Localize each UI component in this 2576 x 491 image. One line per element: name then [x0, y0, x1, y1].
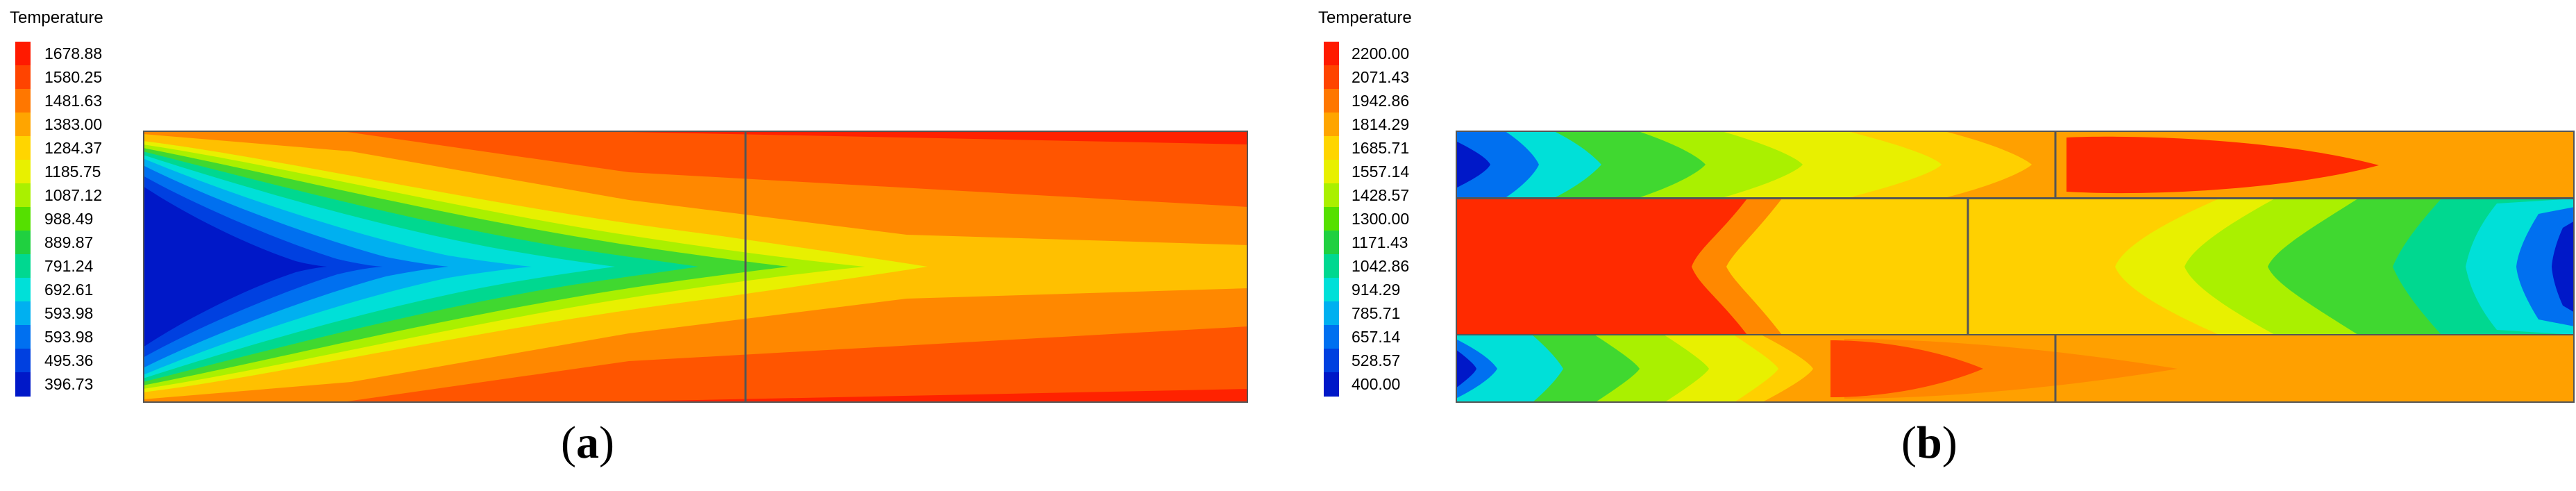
legend-swatch: [1324, 301, 1339, 326]
legend-swatch: [1324, 349, 1339, 373]
middle-channel-b: [1456, 198, 2575, 335]
legend-swatch: [1324, 231, 1339, 255]
legend-tick-label: 889.87: [44, 233, 94, 251]
legend-tick-label: 1087.12: [44, 186, 103, 204]
domain-border-a: [143, 131, 1248, 403]
contour-band-a-3: [143, 134, 1248, 267]
legend-swatch: [1324, 207, 1339, 231]
legend-tick-label: 1042.86: [1352, 257, 1410, 275]
temperature-contour-a: [143, 131, 1248, 403]
legend-tick-label: 1383.00: [44, 115, 103, 133]
legend-tick-label: 396.73: [44, 375, 94, 393]
temperature-contour-b: [1456, 131, 2575, 403]
legend-swatch: [15, 183, 31, 208]
legend-tick-label: 657.14: [1352, 328, 1401, 346]
legend-swatch: [15, 207, 31, 231]
legend-swatch: [1324, 160, 1339, 184]
contour-band-a-6: [143, 267, 1248, 399]
panel-a: Temperature 1678.88 1580.25 1481.63 1383.00…: [10, 8, 1248, 468]
legend-swatch: [15, 325, 31, 349]
legend-tick-label: 2200.00: [1352, 44, 1410, 63]
legend-swatch: [15, 113, 31, 137]
legend-tick-label: 1428.57: [1352, 186, 1410, 204]
legend-swatch: [15, 89, 31, 113]
caption-a: (a): [561, 417, 614, 468]
legend-swatch: [1324, 278, 1339, 302]
color-legend-a: [15, 42, 31, 397]
legend-tick-label: 791.24: [44, 257, 94, 275]
legend-swatch: [15, 278, 31, 302]
legend-swatch: [15, 231, 31, 255]
legend-tick-label: 495.36: [44, 351, 94, 369]
bottom-channel-b: [1456, 334, 2575, 403]
legend-swatch: [1324, 89, 1339, 113]
contour-band-a-15: [143, 186, 327, 347]
legend-title-a: Temperature: [10, 8, 103, 27]
top-channel-b: [1456, 131, 2575, 199]
caption-b: (b): [1901, 417, 1958, 468]
legend-swatch: [1324, 183, 1339, 208]
legend-tick-label: 692.61: [44, 281, 94, 299]
legend-tick-label: 1284.37: [44, 139, 103, 157]
legend-tick-label: 1580.25: [44, 68, 103, 86]
contour-band-a-5: [143, 281, 1248, 403]
legend-tick-label: 400.00: [1352, 375, 1401, 393]
color-legend-b: [1324, 42, 1339, 397]
panel-b: Temperature 2200.00 2071.43 1942.86 1814.29…: [1288, 0, 2576, 491]
legend-tick-label: 914.29: [1352, 281, 1401, 299]
legend-swatch: [15, 42, 31, 66]
legend-tick-label: 1185.75: [44, 163, 101, 181]
legend-title-b: Temperature: [1318, 8, 1412, 27]
legend-swatch: [15, 349, 31, 373]
legend-tick-label: 1678.88: [44, 44, 103, 63]
legend-swatch: [15, 136, 31, 160]
legend-tick-label: 785.71: [1352, 304, 1401, 322]
legend-tick-label: 1557.14: [1352, 163, 1410, 181]
legend-tick-label: 593.98: [44, 328, 94, 346]
legend-tick-label: 1171.43: [1352, 233, 1408, 251]
legend-swatch: [15, 254, 31, 278]
legend-tick-label: 1814.29: [1352, 115, 1410, 133]
legend-swatch: [1324, 65, 1339, 90]
legend-tick-label: 593.98: [44, 304, 94, 322]
legend-tick-label: 1942.86: [1352, 92, 1410, 110]
legend-swatch: [1324, 113, 1339, 137]
legend-tick-label: 1481.63: [44, 92, 103, 110]
contour-band-a-2: [143, 131, 1248, 252]
legend-swatch: [1324, 42, 1339, 66]
legend-swatch: [1324, 136, 1339, 160]
legend-swatch: [15, 65, 31, 90]
legend-swatch: [1324, 372, 1339, 397]
legend-swatch: [1324, 325, 1339, 349]
legend-tick-label: 1685.71: [1352, 139, 1410, 157]
legend-swatch: [15, 372, 31, 397]
legend-tick-label: 988.49: [44, 210, 94, 228]
legend-swatch: [15, 301, 31, 326]
legend-tick-label: 528.57: [1352, 351, 1401, 369]
legend-tick-label: 2071.43: [1352, 68, 1410, 86]
legend-swatch: [15, 160, 31, 184]
legend-tick-label: 1300.00: [1352, 210, 1410, 228]
legend-swatch: [1324, 254, 1339, 278]
